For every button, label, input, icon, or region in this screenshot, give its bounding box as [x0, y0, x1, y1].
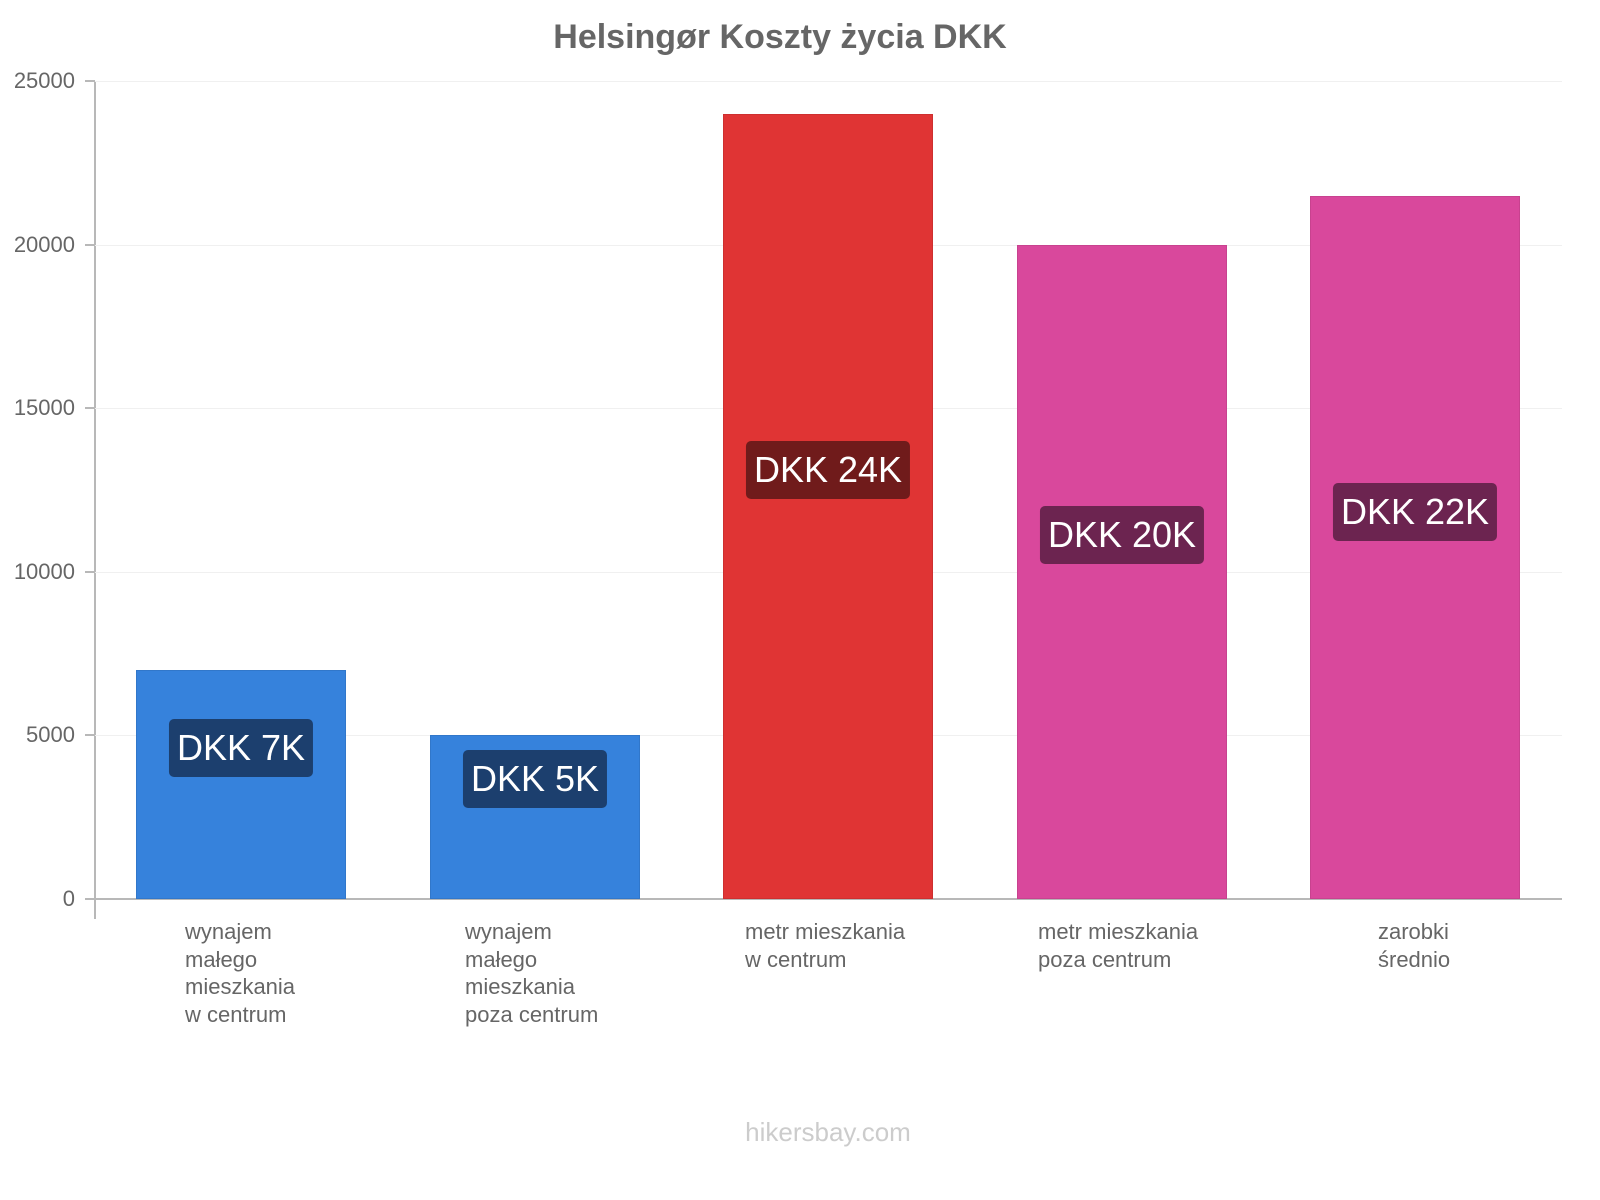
chart-title: Helsingør Koszty życia DKK [553, 18, 1007, 56]
y-tick-mark [85, 80, 95, 82]
y-tick-mark [85, 243, 95, 246]
bar-value-label: DKK 20K [1039, 506, 1205, 564]
bar-value-label: DKK 7K [168, 718, 314, 777]
x-category-label: zarobki średnio [1378, 919, 1451, 972]
y-tick-label: 10000 [13, 558, 75, 584]
bar-value-label: DKK 24K [745, 441, 911, 499]
footer-watermark: hikersbay.com [745, 1117, 911, 1147]
bar[interactable] [1017, 244, 1227, 899]
bar[interactable] [136, 669, 346, 899]
y-tick-label: 5000 [26, 722, 75, 748]
bar-value-label: DKK 5K [462, 750, 608, 809]
y-tick-label: 20000 [13, 231, 75, 257]
x-category-label: metr mieszkania w centrum [745, 919, 906, 972]
y-tick-mark [85, 407, 95, 410]
bar[interactable] [1310, 195, 1520, 899]
x-category-label: wynajem małego mieszkania w centrum [185, 919, 296, 1027]
y-tick-label: 0 [62, 886, 75, 911]
x-axis [85, 898, 1562, 900]
y-axis [94, 81, 96, 919]
bar-value-label: DKK 22K [1332, 483, 1498, 541]
gridline [95, 81, 1562, 82]
y-tick-label: 25000 [13, 68, 75, 93]
y-tick-mark [85, 898, 95, 900]
x-category-label: metr mieszkania poza centrum [1038, 919, 1199, 972]
x-category-label: wynajem małego mieszkania poza centrum [465, 919, 599, 1027]
bar[interactable] [723, 113, 933, 899]
y-tick-mark [85, 570, 95, 573]
y-tick-mark [85, 734, 95, 737]
y-tick-label: 15000 [13, 395, 75, 421]
